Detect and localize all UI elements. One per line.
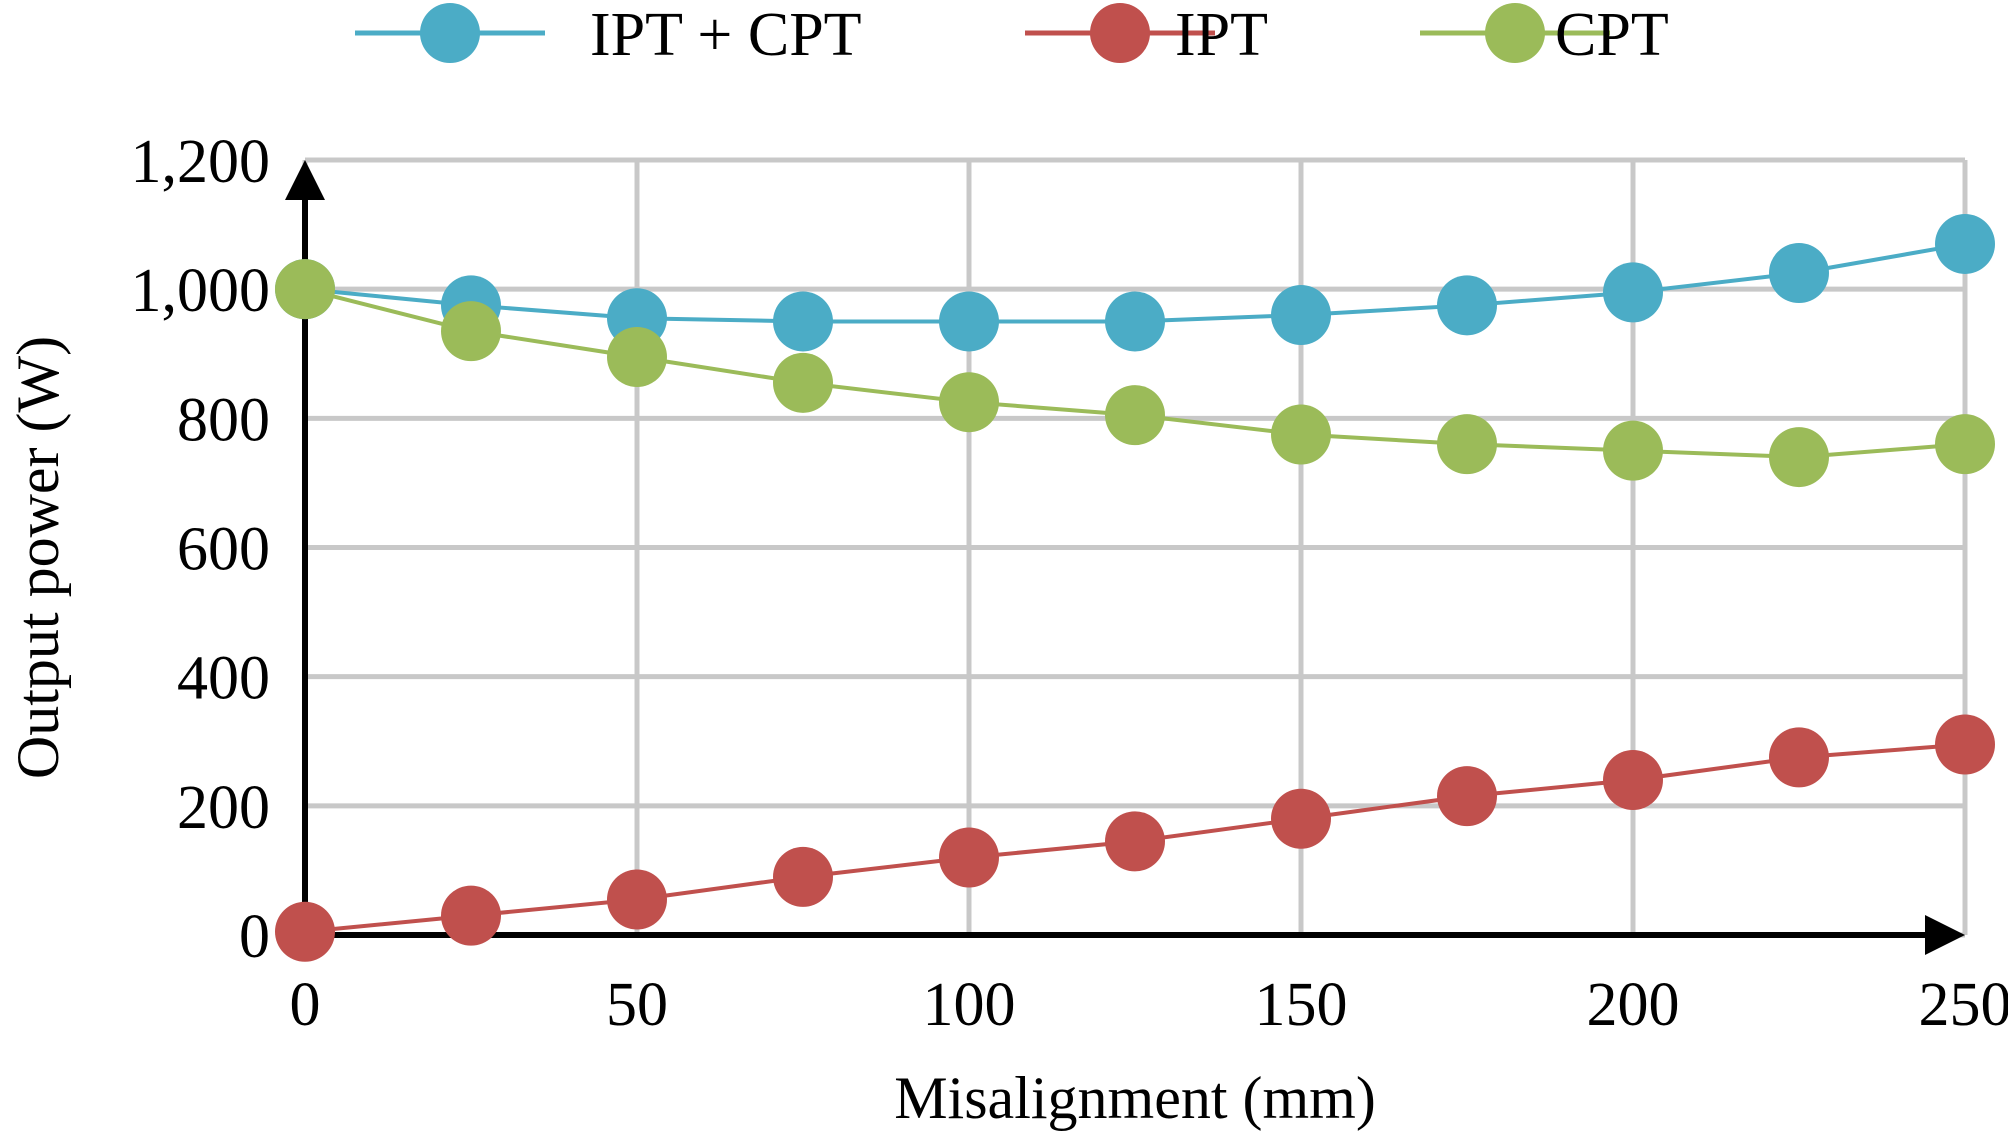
data-point — [1437, 275, 1497, 336]
series-ipt-cpt — [275, 213, 1995, 352]
legend: IPT + CPT IPT CPT — [355, 1, 1669, 69]
y-tick-label: 1,000 — [131, 257, 271, 325]
y-tick-label: 1,200 — [131, 128, 271, 196]
data-point — [1603, 750, 1663, 810]
data-point — [1769, 243, 1829, 304]
data-point — [1437, 414, 1497, 475]
data-point — [1603, 262, 1663, 323]
legend-label: IPT + CPT — [590, 1, 862, 69]
data-point — [441, 301, 501, 362]
data-point — [275, 259, 335, 320]
data-point — [1271, 788, 1331, 849]
legend-marker — [1485, 3, 1545, 63]
data-point — [275, 901, 335, 962]
data-point — [939, 372, 999, 433]
data-point — [1603, 420, 1663, 481]
x-tick-label: 200 — [1587, 971, 1680, 1039]
data-point — [1271, 404, 1331, 465]
data-point — [1769, 727, 1829, 788]
legend-item: IPT + CPT — [355, 1, 862, 69]
data-point — [773, 291, 833, 352]
tick-labels: 0 200 400 600 800 1,000 1,200 0 50 100 150 200 250 — [131, 128, 2008, 1039]
x-axis-title: Misalignment (mm) — [894, 1065, 1376, 1131]
legend-marker — [1090, 3, 1150, 63]
y-tick-label: 600 — [177, 516, 270, 584]
data-point — [1935, 213, 1995, 274]
x-tick-label: 0 — [290, 971, 321, 1039]
x-tick-label: 150 — [1255, 971, 1348, 1039]
data-point — [773, 352, 833, 413]
data-point — [1105, 385, 1165, 446]
x-tick-label: 50 — [606, 971, 668, 1039]
legend-item: IPT — [1025, 1, 1268, 69]
series — [275, 213, 1995, 962]
data-point — [441, 885, 501, 946]
data-point — [939, 291, 999, 352]
legend-label: CPT — [1555, 1, 1669, 69]
x-axis-arrow-icon — [1925, 915, 1965, 955]
data-point — [607, 326, 667, 387]
y-tick-label: 0 — [239, 903, 270, 971]
y-axis-arrow-icon — [285, 160, 325, 200]
data-point — [1105, 291, 1165, 352]
legend-item: CPT — [1420, 1, 1669, 69]
x-tick-label: 250 — [1919, 971, 2008, 1039]
y-tick-label: 200 — [177, 774, 270, 842]
legend-label: IPT — [1175, 1, 1268, 69]
data-point — [1437, 766, 1497, 827]
y-axis-title: Output power (W) — [5, 336, 71, 779]
data-point — [1105, 811, 1165, 872]
x-tick-label: 100 — [923, 971, 1016, 1039]
data-point — [1769, 427, 1829, 488]
data-point — [607, 869, 667, 930]
data-point — [939, 827, 999, 888]
data-point — [1271, 285, 1331, 345]
legend-marker — [420, 3, 480, 63]
series-ipt — [275, 714, 1995, 962]
data-point — [1935, 414, 1995, 475]
data-point — [773, 846, 833, 907]
y-tick-label: 400 — [177, 645, 270, 713]
series-cpt — [275, 259, 1995, 488]
data-point — [1935, 714, 1995, 775]
y-tick-label: 800 — [177, 386, 270, 454]
